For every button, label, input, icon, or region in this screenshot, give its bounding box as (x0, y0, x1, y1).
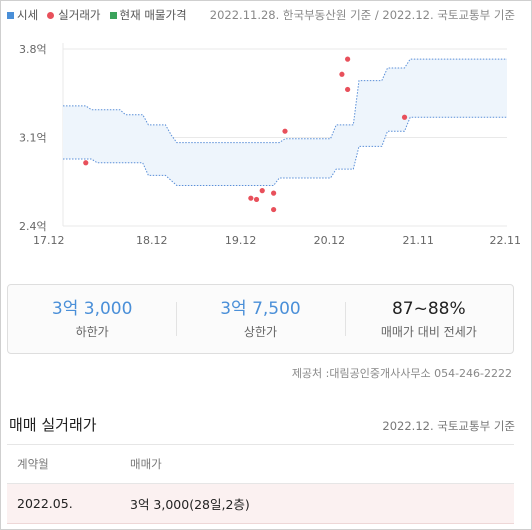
x-tick-label: 22.11 (490, 234, 522, 247)
jeonse-ratio-value: 87~88% (391, 299, 466, 319)
table-row[interactable]: 2022.05. 3억 3,000(28일,2층) (7, 484, 514, 524)
section-title: 매매 실거래가 (9, 416, 97, 434)
square-swatch-icon (7, 11, 14, 19)
summary-ratio: 87~88% 매매가 대비 전세가 (344, 285, 513, 353)
high-price-label: 상한가 (243, 325, 278, 339)
transaction-point (345, 56, 351, 62)
high-price-value: 3억 7,500 (220, 299, 301, 319)
legend-label: 시세 (17, 8, 39, 22)
transaction-point (83, 160, 89, 166)
summary-high: 3억 7,500 상한가 (176, 285, 344, 353)
y-tick-label: 3.1억 (19, 132, 47, 145)
dot-swatch-icon (47, 11, 55, 19)
chart-legend: 시세 실거래가 현재 매물가격 (7, 7, 196, 23)
transaction-point (271, 190, 277, 196)
legend-item-listing-price[interactable]: 현재 매물가격 (109, 7, 187, 23)
header-sale-price: 매매가 (130, 457, 162, 471)
price-range-band (63, 59, 507, 186)
legend-item-actual-trades[interactable]: 실거래가 (47, 7, 101, 23)
section-source-note: 2022.12. 국토교통부 기준 (382, 419, 515, 433)
transaction-point (248, 195, 254, 201)
low-price-value: 3억 3,000 (51, 299, 133, 319)
trades-table: 계약월 매매가 2022.05. 3억 3,000(28일,2층) (7, 444, 514, 524)
x-tick-label: 20.12 (314, 234, 346, 247)
row-contract-month: 2022.05. (17, 496, 73, 511)
summary-low: 3억 3,000 하한가 (8, 285, 176, 353)
legend-label: 실거래가 (58, 8, 101, 22)
jeonse-ratio-label: 매매가 대비 전세가 (380, 325, 477, 339)
y-tick-label: 2.4억 (19, 220, 47, 233)
upper-price-line (63, 58, 507, 144)
transaction-point (401, 114, 408, 120)
x-tick-label: 19.12 (225, 234, 257, 247)
y-tick-label: 3.8억 (19, 43, 47, 56)
transaction-point (271, 206, 277, 213)
transaction-point (345, 86, 351, 93)
transaction-point (259, 188, 265, 194)
x-tick-label: 21.11 (402, 234, 434, 247)
low-price-label: 하한가 (75, 325, 109, 339)
table-header: 계약월 매매가 (7, 444, 514, 484)
transaction-point (282, 128, 288, 134)
square-swatch-icon (109, 11, 117, 19)
transaction-point (339, 71, 345, 77)
x-tick-label: 17.12 (33, 234, 65, 247)
legend-label: 현재 매물가격 (119, 8, 187, 22)
x-tick-label: 18.12 (136, 234, 168, 247)
provider-info: 제공처 :대림공인중개사사무소 054-246-2222 (291, 367, 512, 380)
price-summary: 3억 3,000 하한가 3억 7,500 상한가 87~88% 매매가 대비 … (7, 284, 514, 354)
row-sale-price: 3억 3,000(28일,2층) (130, 497, 250, 512)
transaction-point (253, 196, 260, 203)
header-contract-month: 계약월 (17, 457, 49, 471)
legend-item-market-price[interactable]: 시세 (7, 7, 38, 23)
chart-source-note: 2022.11.28. 한국부동산원 기준 / 2022.12. 국토교통부 기… (209, 8, 515, 22)
